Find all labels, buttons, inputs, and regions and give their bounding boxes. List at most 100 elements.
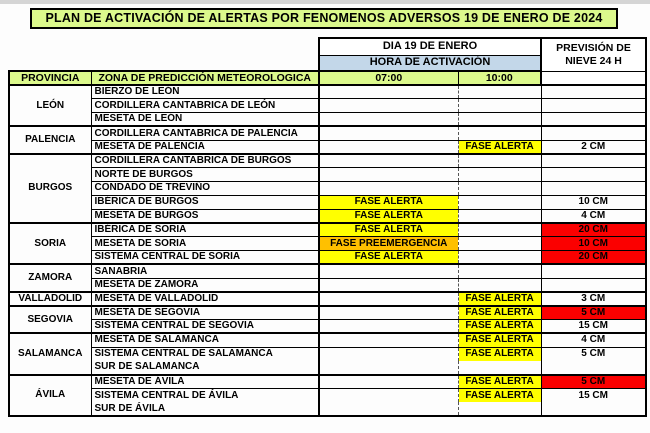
alert-cell-0700 — [318, 347, 458, 362]
alert-cell-0700 — [318, 388, 458, 403]
snow-cell — [540, 278, 647, 293]
zone-cell: MESETA DE ZAMORA — [91, 278, 319, 293]
snow-cell: 3 CM — [540, 290, 647, 307]
snow-cell: 5 CM — [540, 304, 647, 321]
table-row: SISTEMA CENTRAL DE SEGOVIA FASE ALERTA 15 … — [9, 319, 647, 334]
table-row: BURGOS CORDILLERA CANTABRICA DE BURGOS — [8, 152, 647, 224]
snow-cell: 5 CM — [540, 347, 647, 362]
snow-column-spacer — [540, 70, 647, 86]
alert-cell-1000 — [457, 209, 541, 224]
alert-cell-1000 — [457, 263, 541, 279]
zone-cell: MESETA DE BURGOS — [91, 209, 319, 224]
table-row: SALAMANCA MESETA DE SALAMANCA FASE ALERTA 4… — [8, 332, 647, 376]
snow-cell: 4 CM — [540, 332, 647, 348]
zone-cell: SISTEMA CENTRAL DE SEGOVIA — [91, 319, 319, 334]
alert-cell-0700 — [318, 360, 458, 376]
province-cell: SEGOVIA — [8, 304, 92, 334]
table-row: PALENCIA CORDILLERA CANTABRICA DE PALENCI… — [8, 125, 647, 155]
time-1000-header: 10:00 — [457, 70, 541, 86]
zone-cell: SISTEMA CENTRAL DE ÁVILA — [91, 388, 319, 403]
alert-cell-1000 — [457, 98, 541, 114]
alert-cell-0700 — [318, 263, 458, 279]
zone-cell: BIERZO DE LEÓN — [91, 84, 319, 100]
alert-cell-1000: FASE ALERTA — [457, 140, 541, 155]
alert-cell-1000 — [457, 167, 541, 183]
alert-cell-0700 — [318, 140, 458, 155]
alert-cell-1000 — [457, 152, 541, 169]
snow-cell: 15 CM — [540, 319, 647, 334]
snow-cell — [540, 152, 647, 169]
snow-cell — [540, 112, 647, 127]
zone-cell: IBÉRICA DE BURGOS — [91, 195, 319, 210]
zone-cell: SISTEMA CENTRAL DE SORIA — [91, 250, 319, 265]
alert-cell-0700 — [318, 402, 458, 418]
table-row: SUR DE ÁVILA — [9, 402, 647, 418]
table-row: ÁVILA MESETA DE ÁVILA FASE ALERTA 5 CM — [8, 373, 647, 418]
alert-cell-1000: FASE ALERTA — [457, 388, 541, 403]
alert-cell-0700 — [318, 125, 458, 141]
alert-cell-0700 — [318, 98, 458, 114]
alert-cell-0700 — [318, 167, 458, 183]
zone-cell: SUR DE ÁVILA — [91, 402, 319, 418]
zone-cell: MESETA DE PALENCIA — [91, 140, 319, 155]
province-cell: PALENCIA — [8, 125, 92, 155]
table-row: MESETA DE BURGOS FASE ALERTA 4 CM — [9, 209, 647, 224]
alert-cell-0700: FASE ALERTA — [318, 209, 458, 224]
alert-cell-1000 — [457, 402, 541, 418]
province-cell: VALLADOLID — [8, 290, 92, 307]
table-row: ZAMORA SANABRIA — [8, 263, 647, 293]
alert-cell-1000 — [457, 360, 541, 376]
snow-cell: 2 CM — [540, 140, 647, 155]
alert-cell-0700: FASE PREEMERGENCIA — [318, 236, 458, 252]
top-gray-strip — [0, 0, 650, 4]
alert-cell-0700 — [318, 181, 458, 196]
table-row: MESETA DE ZAMORA — [9, 278, 647, 293]
province-cell: SALAMANCA — [8, 332, 92, 376]
snow-cell: 20 CM — [540, 221, 647, 238]
snow-header-line1: PREVISIÓN DE — [556, 41, 631, 54]
table-row: VALLADOLID MESETA DE VALLADOLID FASE ALERT… — [8, 290, 647, 307]
zone-cell: NORTE DE BURGOS — [91, 167, 319, 183]
table-row: SISTEMA CENTRAL DE SALAMANCA FASE ALERTA 5… — [9, 347, 647, 362]
table-row: SISTEMA CENTRAL DE ÁVILA FASE ALERTA 15 CM — [9, 388, 647, 403]
snow-forecast-header: PREVISIÓN DE NIEVE 24 H — [540, 37, 647, 72]
alert-cell-1000: FASE ALERTA — [457, 319, 541, 334]
alert-cell-1000 — [457, 181, 541, 196]
alert-cell-1000: FASE ALERTA — [457, 347, 541, 362]
snow-header-line2: NIEVE 24 H — [565, 54, 622, 67]
zone-cell: CORDILLERA CANTABRICA DE BURGOS — [91, 152, 319, 169]
table-row: SEGOVIA MESETA DE SEGOVIA FASE ALERTA 5 CM — [8, 304, 647, 334]
table-row: IBÉRICA DE BURGOS FASE ALERTA 10 CM — [9, 195, 647, 210]
alert-cell-0700 — [318, 278, 458, 293]
zone-cell: MESETA DE SEGOVIA — [91, 304, 319, 321]
table-row: MESETA DE LEÓN — [9, 112, 647, 127]
alert-cell-1000 — [457, 112, 541, 127]
table-row: MESETA DE PALENCIA FASE ALERTA 2 CM — [9, 140, 647, 155]
snow-cell — [540, 125, 647, 141]
alert-cell-1000: FASE ALERTA — [457, 290, 541, 307]
snow-cell — [540, 84, 647, 100]
header-row-day: DIA 19 DE ENERO PREVISIÓN DE NIEVE 24 H — [9, 37, 647, 72]
alert-cell-1000 — [457, 278, 541, 293]
zone-column-header: ZONA DE PREDICCIÓN METEOROLOGICA — [91, 70, 319, 86]
table-row: MESETA DE SORIA FASE PREEMERGENCIA 10 CM — [9, 236, 647, 252]
alert-cell-1000: FASE ALERTA — [457, 304, 541, 321]
blank-area — [9, 38, 319, 55]
province-cell: ÁVILA — [8, 373, 92, 418]
zone-cell: MESETA DE LEÓN — [91, 112, 319, 127]
alert-cell-1000: FASE ALERTA — [457, 373, 541, 390]
time-0700-header: 07:00 — [318, 70, 458, 86]
snow-cell: 4 CM — [540, 209, 647, 224]
alert-cell-0700: FASE ALERTA — [318, 221, 458, 238]
snow-cell — [540, 167, 647, 183]
blank-area — [9, 55, 319, 71]
province-cell: LEÓN — [8, 83, 92, 127]
zone-cell: MESETA DE VALLADOLID — [91, 290, 319, 307]
snow-cell — [540, 360, 647, 376]
province-cell: BURGOS — [8, 152, 92, 224]
alert-cell-0700 — [318, 84, 458, 100]
alert-cell-1000: FASE ALERTA — [457, 332, 541, 348]
alert-cell-0700 — [318, 112, 458, 127]
snow-cell: 5 CM — [540, 373, 647, 390]
alert-cell-0700 — [318, 332, 458, 348]
